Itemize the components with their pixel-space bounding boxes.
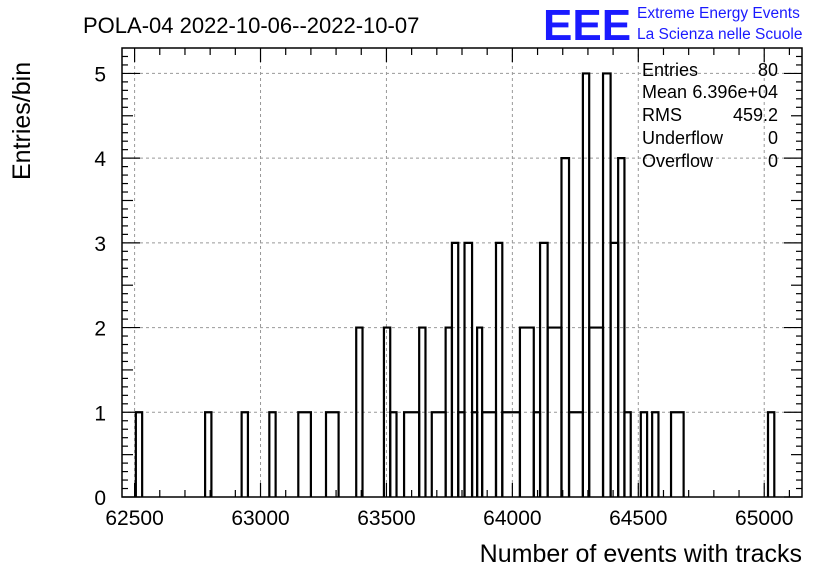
x-axis-title: Number of events with tracks	[480, 540, 802, 568]
logo-line-1: Extreme Energy Events	[637, 5, 800, 22]
x-tick-label: 64500	[609, 507, 667, 530]
histogram-bin	[450, 241, 460, 497]
histogram-bars	[134, 72, 776, 497]
eee-logo: EEE Extreme Energy Events La Scienza nel…	[543, 1, 802, 50]
histogram-bin	[268, 411, 277, 497]
grid-lines	[122, 48, 802, 497]
stats-overflow-value: 0	[768, 151, 778, 171]
histogram-bin	[418, 326, 427, 497]
histogram-bin	[402, 411, 421, 497]
histogram-bin	[481, 411, 498, 497]
stats-underflow-label: Underflow	[642, 128, 724, 148]
histogram-bin	[623, 411, 632, 497]
histogram-bin	[639, 411, 649, 497]
y-tick-label: 5	[94, 63, 106, 86]
histogram-bin	[389, 411, 398, 497]
logo-line-2: La Scienza nelle Scuole	[637, 26, 802, 43]
chart-title: POLA-04 2022-10-06--2022-10-07	[83, 13, 419, 38]
y-tick-label: 0	[94, 487, 106, 510]
histogram-bin	[501, 411, 522, 497]
histogram-bin	[204, 411, 213, 497]
histogram-bin	[609, 241, 620, 497]
stats-overflow-label: Overflow	[642, 151, 714, 171]
stats-mean-label: Mean	[642, 82, 687, 102]
stats-entries-label: Entries	[642, 60, 698, 80]
histogram-bin	[240, 411, 250, 497]
stats-underflow-value: 0	[768, 128, 778, 148]
histogram-bin	[494, 241, 504, 497]
histogram-bin	[297, 411, 312, 497]
y-tick-label: 2	[94, 318, 106, 341]
histogram-bin	[324, 411, 340, 497]
histogram-bin	[651, 411, 660, 497]
y-tick-label: 3	[94, 233, 106, 256]
x-tick-labels: 62500 63000 63500 64000 64500 65000	[105, 507, 793, 530]
stats-entries-value: 80	[758, 60, 778, 80]
x-tick-label: 65000	[735, 507, 793, 530]
histogram-bin	[617, 157, 626, 497]
histogram-bin	[601, 72, 612, 497]
plot-frame	[121, 47, 803, 498]
x-tick-label: 63000	[231, 507, 289, 530]
histogram-bin	[355, 326, 364, 497]
stats-rms-value: 459.2	[733, 105, 778, 125]
y-tick-label: 1	[94, 402, 106, 425]
stats-box: Entries 80 Mean 6.396e+04 RMS 459.2 Unde…	[642, 60, 778, 171]
histogram-bin	[567, 411, 584, 497]
y-axis-title: Entries/bin	[8, 62, 36, 180]
histogram-bin	[766, 411, 776, 497]
histogram-bin	[560, 157, 571, 497]
axis-ticks	[122, 48, 802, 498]
x-tick-label: 62500	[105, 507, 163, 530]
y-tick-labels: 0 1 2 3 4 5	[94, 63, 106, 510]
x-tick-label: 64000	[483, 507, 541, 530]
stats-mean-value: 6.396e+04	[692, 82, 778, 102]
histogram-bin	[669, 411, 685, 497]
x-tick-label: 63500	[357, 507, 415, 530]
histogram-bin	[463, 241, 474, 497]
y-tick-label: 4	[94, 148, 106, 171]
eee-logo-mark: EEE	[543, 1, 631, 50]
histogram-bin	[581, 72, 591, 497]
histogram-bin	[430, 411, 447, 497]
histogram-bin	[134, 411, 144, 497]
histogram-bin	[538, 241, 549, 497]
stats-rms-label: RMS	[642, 105, 682, 125]
